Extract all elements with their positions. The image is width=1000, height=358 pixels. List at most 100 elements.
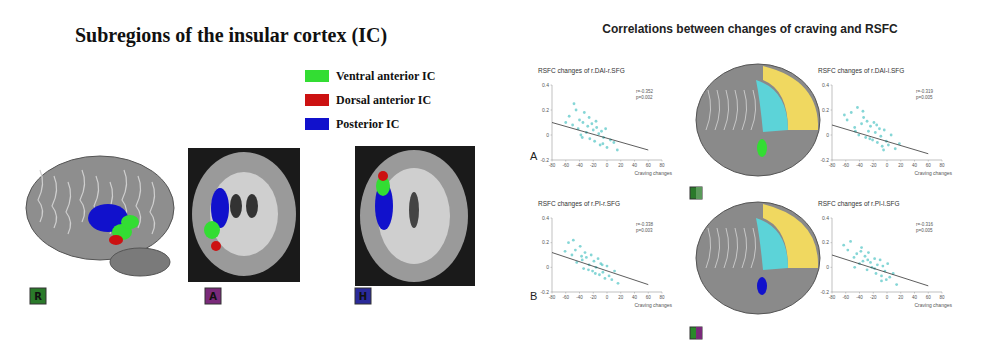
point	[606, 146, 609, 149]
brain	[696, 64, 820, 176]
point	[888, 276, 891, 279]
y-tick-label: 0.4	[542, 82, 549, 88]
point	[849, 240, 852, 243]
point	[880, 275, 883, 278]
point	[882, 149, 885, 152]
gyrus	[742, 90, 747, 130]
point	[572, 239, 575, 242]
x-tick-label: -80	[549, 163, 556, 168]
y-tick-label: -0.2	[820, 289, 829, 295]
x-tick	[873, 292, 874, 294]
brain	[360, 150, 468, 282]
point	[895, 283, 898, 286]
gyrus	[724, 90, 729, 130]
point	[601, 271, 604, 274]
point	[584, 251, 587, 254]
point	[853, 266, 856, 269]
point	[885, 278, 888, 281]
point	[606, 265, 609, 268]
x-tick	[942, 160, 943, 162]
point	[571, 124, 574, 127]
point	[864, 136, 867, 139]
insula-region	[109, 235, 123, 245]
point	[875, 124, 878, 127]
x-tick-label: -20	[870, 163, 877, 168]
x-axis-label: Craving changes	[634, 170, 672, 176]
point	[564, 250, 567, 253]
fit-line	[552, 253, 648, 285]
annotation: r=-0.319	[916, 89, 933, 94]
point	[579, 134, 582, 137]
view-label: H	[359, 291, 367, 302]
x-tick	[900, 160, 901, 162]
x-tick-label: 20	[618, 163, 624, 168]
y-tick	[551, 218, 553, 219]
point	[578, 119, 581, 122]
point	[871, 139, 874, 142]
point	[850, 111, 853, 114]
x-tick	[887, 160, 888, 162]
x-tick	[648, 292, 649, 294]
panel-title: Subregions of the insular cortex (IC)	[75, 24, 387, 47]
point	[610, 278, 613, 281]
point	[862, 110, 865, 113]
gyrus	[66, 182, 71, 234]
point	[575, 109, 578, 112]
y-tick	[831, 110, 833, 111]
y-tick-label: 0.4	[822, 82, 829, 88]
x-axis-label: Craving changes	[914, 170, 952, 176]
y-tick-label: 0.2	[822, 107, 829, 113]
point	[580, 255, 583, 258]
point	[587, 268, 590, 271]
panel-label: B	[530, 290, 537, 302]
point	[604, 127, 607, 130]
x-axis	[832, 292, 942, 293]
point	[593, 260, 596, 263]
point	[598, 273, 601, 276]
y-tick-label: 0	[546, 264, 549, 270]
x-tick-label: 80	[939, 295, 945, 300]
x-tick	[859, 292, 860, 294]
x-tick	[620, 160, 621, 162]
ventricle	[409, 192, 419, 228]
insula-region	[757, 139, 767, 157]
brain	[696, 202, 820, 314]
x-tick-label: -80	[829, 295, 836, 300]
x-tick-label: 60	[646, 295, 652, 300]
x-tick	[928, 292, 929, 294]
legend-swatch	[305, 70, 329, 82]
point	[883, 129, 886, 132]
legend-swatch	[305, 118, 329, 130]
gyrus	[751, 228, 756, 268]
ventricle	[230, 194, 242, 218]
x-tick-label: -40	[856, 163, 863, 168]
point	[866, 120, 869, 123]
sfg-region	[756, 80, 788, 132]
point	[859, 250, 862, 253]
y-tick-label: 0.2	[822, 239, 829, 245]
point	[843, 114, 846, 117]
x-tick-label: -60	[562, 295, 569, 300]
plot-area	[832, 240, 928, 286]
annotation: p=0.003	[636, 228, 653, 233]
x-tick	[859, 160, 860, 162]
x-tick	[620, 292, 621, 294]
insula-region	[757, 277, 767, 295]
x-tick-label: -80	[829, 163, 836, 168]
view-box	[355, 288, 371, 304]
annotation: p=0.005	[916, 95, 933, 100]
x-tick	[634, 292, 635, 294]
point	[586, 125, 589, 128]
point	[867, 251, 870, 254]
fit-line	[832, 125, 928, 154]
chart-title: RSFC changes of r.DAI-r.SFG	[538, 67, 625, 75]
gyrus	[724, 228, 729, 268]
white-matter	[210, 172, 278, 256]
x-tick-label: -20	[590, 163, 597, 168]
point	[869, 125, 872, 128]
ventricle	[246, 194, 258, 218]
point	[590, 122, 593, 125]
x-tick	[887, 292, 888, 294]
x-tick	[873, 160, 874, 162]
point	[890, 134, 893, 137]
